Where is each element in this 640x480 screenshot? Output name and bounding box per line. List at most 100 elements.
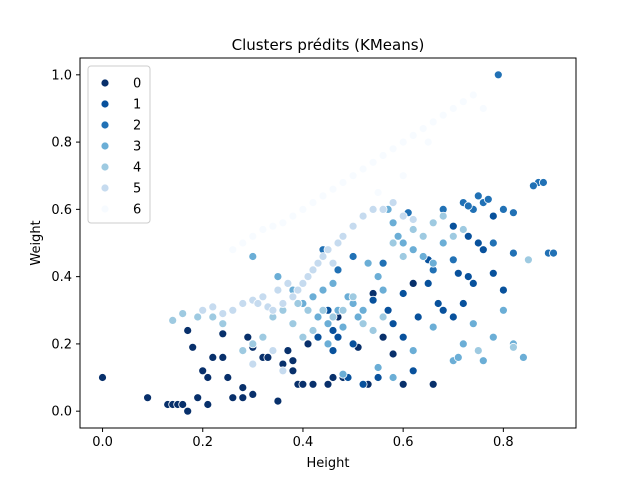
y-axis: 0.0 0.2 0.4 0.6 0.8 1.0 [51, 68, 80, 420]
data-point-cluster-6 [388, 144, 398, 154]
data-point-cluster-6 [408, 130, 418, 140]
data-point-cluster-6 [438, 110, 448, 120]
data-point-cluster-6 [268, 221, 278, 231]
data-point-cluster-5 [248, 359, 258, 369]
data-point-cluster-1 [413, 312, 423, 322]
data-point-cluster-6 [428, 117, 438, 127]
legend-marker [100, 78, 110, 88]
chart-title: Clusters prédits (KMeans) [232, 36, 425, 54]
data-point-cluster-0 [238, 393, 248, 403]
data-point-cluster-4 [509, 342, 518, 352]
data-point-cluster-2 [348, 252, 358, 261]
x-axis-label: Height [307, 456, 350, 471]
data-point-cluster-5 [283, 278, 293, 288]
data-point-cluster-4 [428, 218, 438, 228]
data-point-cluster-1 [383, 305, 393, 315]
data-point-cluster-3 [458, 339, 468, 349]
data-point-cluster-3 [353, 312, 363, 322]
data-point-cluster-5 [318, 252, 328, 261]
data-point-cluster-5 [398, 211, 408, 221]
data-point-cluster-1 [328, 326, 338, 335]
data-point-cluster-6 [418, 124, 428, 134]
data-point-cluster-3 [323, 339, 333, 349]
data-point-cluster-3 [313, 312, 323, 322]
legend-label: 4 [133, 161, 141, 176]
data-point-cluster-4 [258, 332, 268, 342]
data-point-cluster-6 [298, 204, 308, 214]
legend-label: 0 [133, 77, 141, 92]
y-axis-label: Weight [29, 220, 44, 265]
data-point-cluster-6 [308, 198, 318, 208]
data-point-cluster-0 [408, 278, 418, 288]
data-point-cluster-2 [509, 248, 518, 258]
data-point-cluster-6 [278, 218, 288, 228]
data-point-cluster-3 [338, 322, 348, 332]
data-point-cluster-1 [388, 319, 398, 329]
data-point-cluster-4 [378, 312, 388, 322]
data-point-cluster-4 [293, 299, 303, 308]
data-point-cluster-6 [373, 188, 383, 197]
data-point-cluster-3 [393, 231, 403, 241]
y-tick-label: 0.2 [51, 337, 72, 352]
data-point-cluster-1 [468, 278, 478, 288]
data-point-cluster-1 [473, 238, 483, 248]
data-point-cluster-3 [488, 332, 498, 342]
data-point-cluster-1 [358, 379, 368, 389]
data-point-cluster-3 [428, 258, 438, 268]
data-point-cluster-5 [358, 211, 368, 221]
data-point-cluster-2 [498, 204, 508, 214]
data-point-cluster-1 [448, 221, 458, 231]
data-point-cluster-2 [488, 238, 498, 248]
data-point-cluster-0 [183, 326, 193, 335]
data-point-cluster-6 [238, 238, 248, 248]
data-point-cluster-3 [363, 258, 373, 268]
data-point-cluster-4 [473, 346, 483, 356]
data-point-cluster-0 [263, 352, 273, 362]
data-point-cluster-6 [288, 211, 298, 221]
data-point-cluster-6 [468, 90, 478, 100]
data-point-cluster-3 [408, 245, 418, 255]
data-point-cluster-2 [378, 258, 388, 268]
data-point-cluster-1 [433, 299, 443, 308]
data-point-cluster-0 [283, 346, 293, 356]
data-point-cluster-6 [398, 137, 408, 147]
legend: 0 1 2 3 4 5 6 [87, 65, 151, 224]
data-point-cluster-1 [448, 312, 458, 322]
legend-label: 5 [133, 182, 141, 197]
data-point-cluster-4 [388, 238, 398, 248]
data-point-cluster-5 [218, 309, 228, 319]
data-point-cluster-4 [318, 305, 328, 315]
data-point-cluster-2 [509, 208, 518, 218]
data-point-cluster-5 [288, 292, 298, 302]
data-point-cluster-4 [458, 225, 468, 234]
data-point-cluster-5 [388, 198, 398, 208]
data-point-cluster-5 [258, 292, 268, 302]
data-point-cluster-3 [468, 319, 478, 329]
data-point-cluster-4 [193, 312, 203, 322]
data-point-cluster-0 [298, 379, 308, 389]
legend-marker [100, 120, 110, 130]
data-point-cluster-4 [438, 211, 448, 221]
data-point-cluster-1 [328, 346, 338, 356]
data-point-cluster-1 [488, 211, 498, 221]
data-point-cluster-4 [358, 319, 368, 329]
data-point-cluster-5 [408, 215, 418, 224]
data-point-cluster-0 [288, 356, 298, 366]
data-point-cluster-4 [178, 309, 188, 319]
data-point-cluster-5 [278, 299, 288, 308]
data-point-cluster-3 [478, 356, 488, 366]
x-tick-label: 0.2 [192, 435, 213, 450]
data-point-cluster-4 [288, 319, 298, 329]
data-point-cluster-4 [524, 255, 533, 265]
data-point-cluster-1 [498, 285, 508, 295]
data-point-cluster-6 [378, 151, 388, 160]
x-tick-label: 0.6 [393, 435, 414, 450]
data-point-cluster-2 [483, 194, 493, 204]
x-tick-label: 0.0 [92, 435, 113, 450]
data-point-cluster-3 [519, 352, 528, 362]
data-point-cluster-6 [228, 245, 238, 255]
data-point-cluster-2 [539, 178, 548, 187]
data-point-cluster-6 [458, 97, 468, 107]
data-point-cluster-5 [338, 231, 348, 241]
